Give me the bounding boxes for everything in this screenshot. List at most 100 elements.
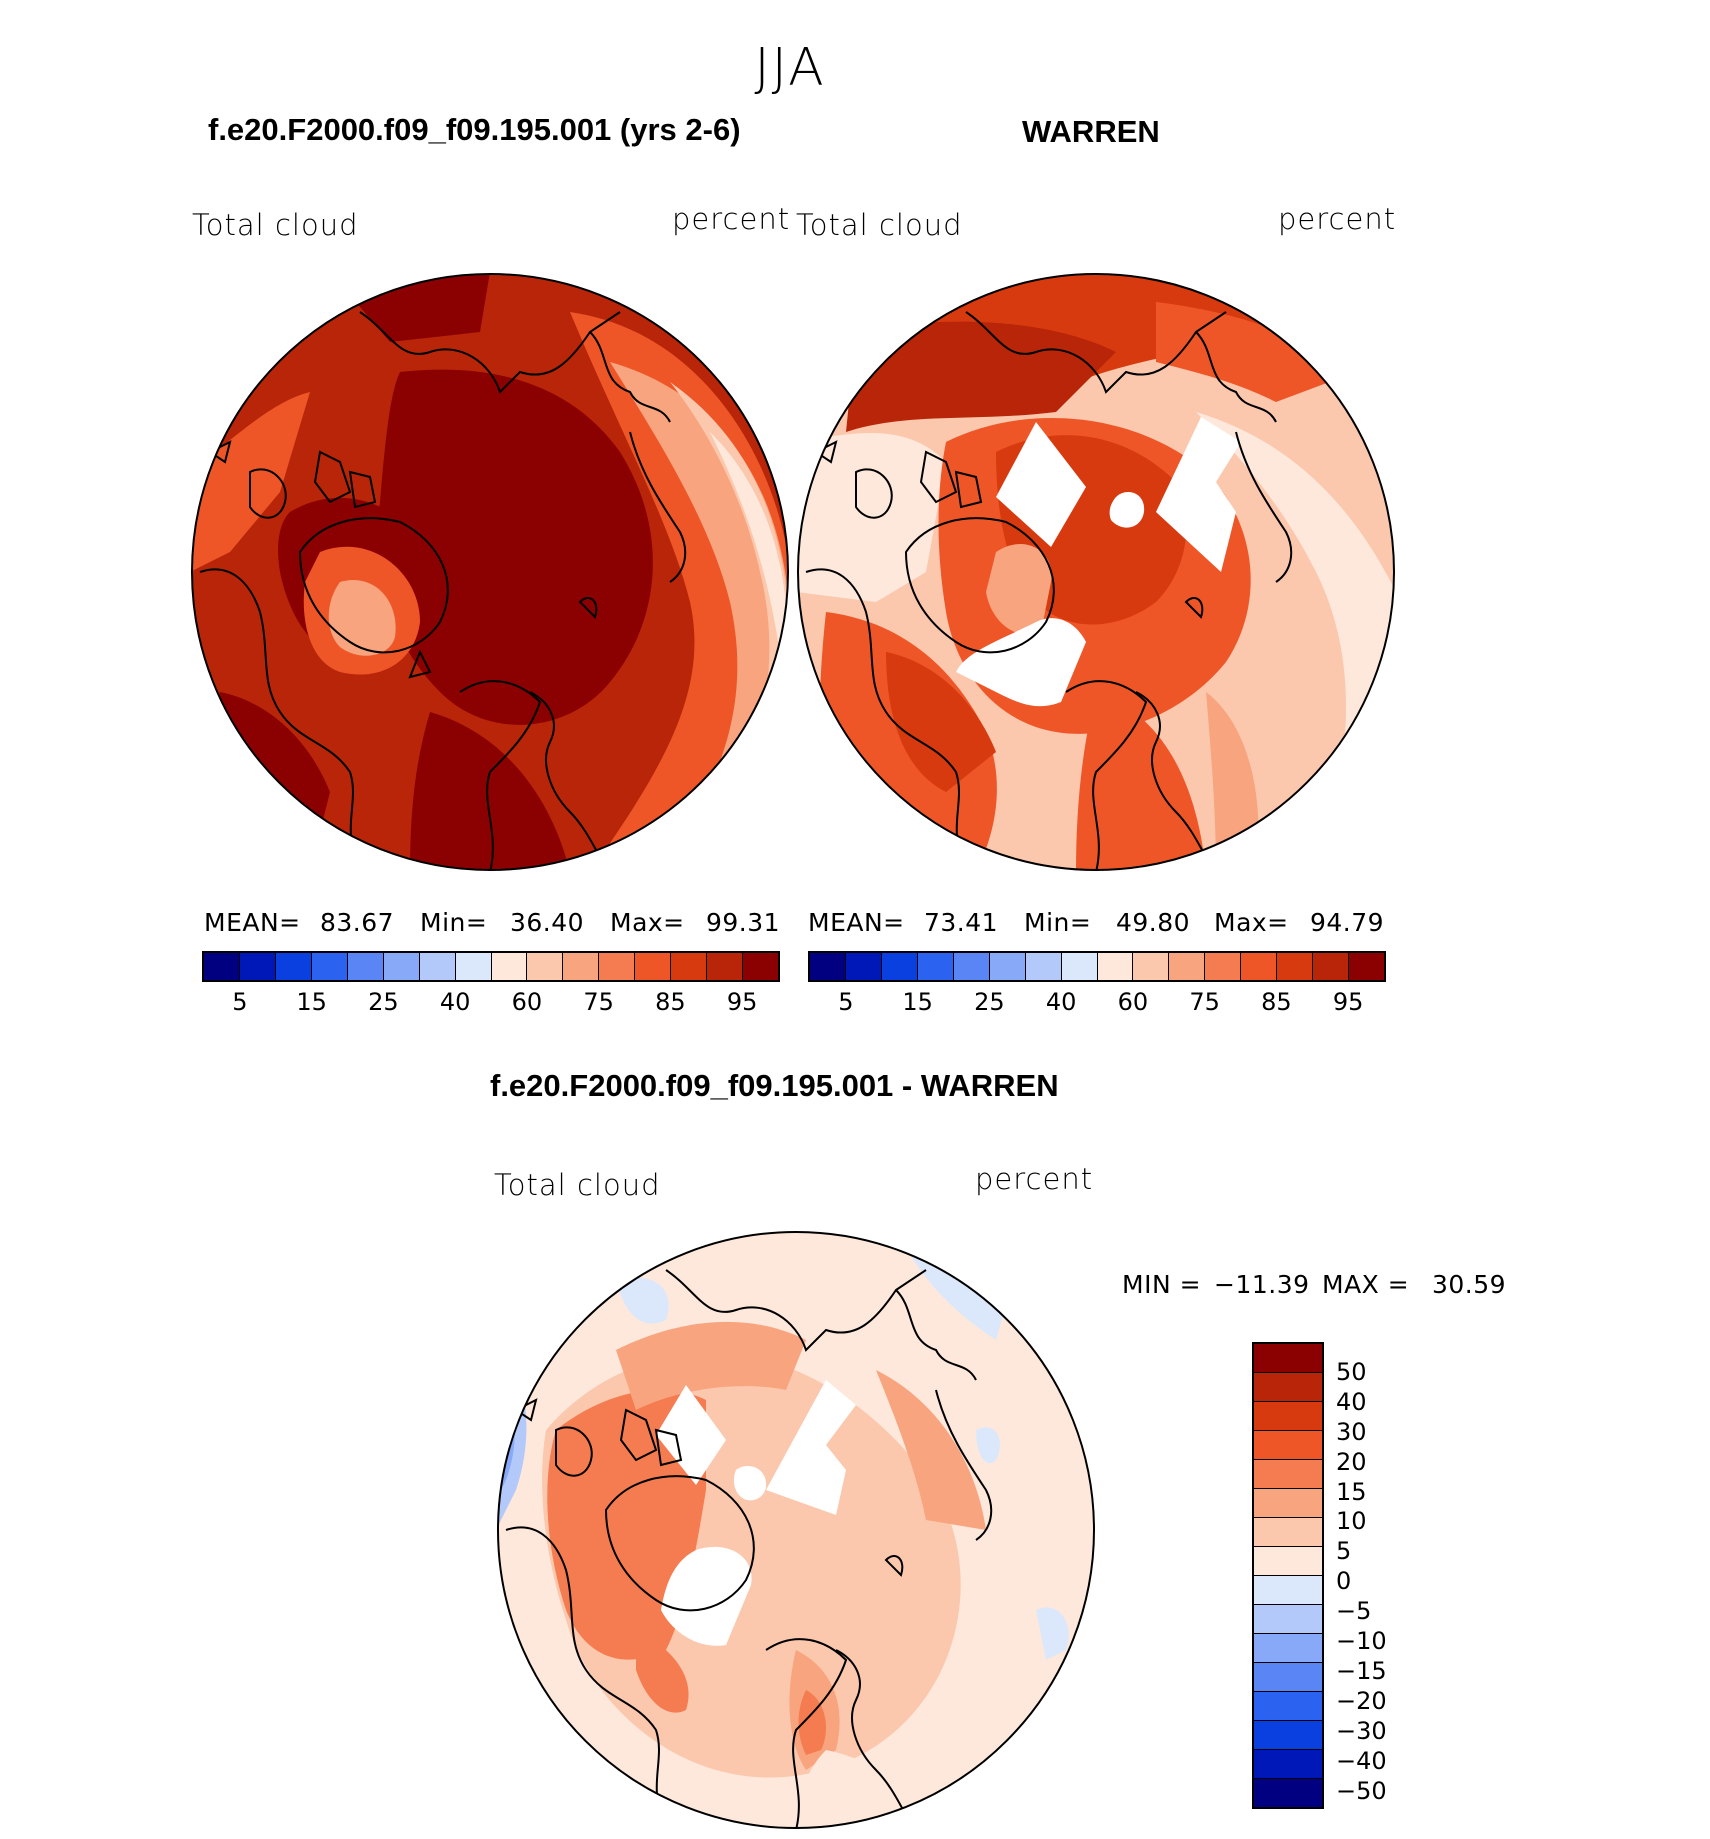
colorbar-tick-label: 95 bbox=[1332, 988, 1364, 1016]
diff-max-value: 30.59 bbox=[1432, 1270, 1507, 1299]
left-max-value: 99.31 bbox=[706, 908, 781, 937]
right-colorbar bbox=[808, 951, 1386, 982]
right-polar-map bbox=[797, 273, 1395, 871]
colorbar-cell bbox=[1061, 953, 1098, 980]
colorbar-cell bbox=[1254, 1489, 1322, 1518]
colorbar-cell bbox=[1254, 1634, 1322, 1663]
colorbar-tick-label: −30 bbox=[1336, 1716, 1387, 1745]
colorbar-cell bbox=[1254, 1373, 1322, 1402]
colorbar-cell bbox=[917, 953, 954, 980]
colorbar-cell bbox=[204, 953, 240, 980]
colorbar-cell bbox=[1205, 953, 1242, 980]
left-mean-value: 83.67 bbox=[320, 908, 395, 937]
colorbar-tick-label: 5 bbox=[232, 988, 248, 1016]
left-case-title: f.e20.F2000.f09_f09.195.001 (yrs 2-6) bbox=[208, 112, 741, 147]
colorbar-cell bbox=[347, 953, 384, 980]
left-min-value: 36.40 bbox=[510, 908, 585, 937]
right-min-label: Min= bbox=[1024, 908, 1092, 937]
diff-min-label: MIN = bbox=[1122, 1270, 1202, 1299]
colorbar-tick-label: 40 bbox=[439, 988, 471, 1016]
diff-variable-label: Total cloud bbox=[494, 1168, 661, 1202]
colorbar-cell bbox=[743, 953, 778, 980]
colorbar-cell bbox=[1254, 1402, 1322, 1431]
colorbar-cell bbox=[1241, 953, 1278, 980]
left-colorbar bbox=[202, 951, 780, 982]
colorbar-cell bbox=[1254, 1576, 1322, 1605]
colorbar-tick-label: 5 bbox=[838, 988, 854, 1016]
colorbar-tick-label: 20 bbox=[1336, 1447, 1367, 1476]
right-case-title: WARREN bbox=[1022, 114, 1160, 149]
colorbar-cell bbox=[810, 953, 846, 980]
colorbar-cell bbox=[953, 953, 990, 980]
diff-case-title: f.e20.F2000.f09_f09.195.001 - WARREN bbox=[490, 1068, 1059, 1103]
diff-min-value: −11.39 bbox=[1214, 1270, 1310, 1299]
colorbar-cell bbox=[455, 953, 492, 980]
colorbar-cell bbox=[239, 953, 276, 980]
colorbar-tick-label: 10 bbox=[1336, 1507, 1367, 1536]
colorbar-cell bbox=[1254, 1431, 1322, 1460]
colorbar-cell bbox=[845, 953, 882, 980]
colorbar-tick-label: 25 bbox=[974, 988, 1005, 1016]
colorbar-tick-label: 50 bbox=[1336, 1357, 1367, 1386]
colorbar-tick-label: −20 bbox=[1336, 1686, 1387, 1715]
colorbar-cell bbox=[1133, 953, 1170, 980]
colorbar-cell bbox=[1254, 1344, 1322, 1373]
right-min-value: 49.80 bbox=[1116, 908, 1191, 937]
colorbar-cell bbox=[1169, 953, 1206, 980]
colorbar-cell bbox=[1097, 953, 1134, 980]
colorbar-tick-label: −5 bbox=[1336, 1597, 1372, 1626]
colorbar-cell bbox=[275, 953, 312, 980]
colorbar-tick-label: 5 bbox=[1336, 1537, 1352, 1566]
season-title: JJA bbox=[754, 38, 826, 98]
colorbar-tick-label: 15 bbox=[1336, 1477, 1367, 1506]
colorbar-cell bbox=[1254, 1663, 1322, 1692]
colorbar-cell bbox=[881, 953, 918, 980]
colorbar-tick-label: 95 bbox=[726, 988, 758, 1016]
colorbar-cell bbox=[1254, 1692, 1322, 1721]
left-max-label: Max= bbox=[610, 908, 685, 937]
colorbar-tick-label: 85 bbox=[1261, 988, 1292, 1016]
colorbar-tick-label: −40 bbox=[1336, 1746, 1387, 1775]
diff-colorbar bbox=[1252, 1342, 1324, 1809]
colorbar-tick-label: 30 bbox=[1336, 1417, 1367, 1446]
colorbar-tick-label: 75 bbox=[583, 988, 614, 1016]
right-mean-label: MEAN= bbox=[808, 908, 905, 937]
colorbar-tick-label: 60 bbox=[1117, 988, 1149, 1016]
left-variable-label: Total cloud bbox=[192, 208, 359, 242]
colorbar-tick-label: −50 bbox=[1336, 1776, 1387, 1805]
colorbar-tick-label: 25 bbox=[368, 988, 399, 1016]
right-max-value: 94.79 bbox=[1310, 908, 1385, 937]
colorbar-tick-label: 60 bbox=[511, 988, 543, 1016]
colorbar-cell bbox=[1254, 1547, 1322, 1576]
right-max-label: Max= bbox=[1214, 908, 1289, 937]
colorbar-cell bbox=[1254, 1779, 1322, 1807]
right-units-label: percent bbox=[1278, 202, 1397, 236]
colorbar-cell bbox=[491, 953, 528, 980]
diff-max-label: MAX = bbox=[1322, 1270, 1410, 1299]
colorbar-tick-label: 40 bbox=[1045, 988, 1077, 1016]
colorbar-cell bbox=[1254, 1605, 1322, 1634]
left-units-label: percent bbox=[672, 202, 791, 236]
diff-units-label: percent bbox=[975, 1162, 1094, 1196]
diff-polar-map bbox=[497, 1231, 1095, 1829]
colorbar-tick-label: 15 bbox=[902, 988, 933, 1016]
colorbar-cell bbox=[635, 953, 672, 980]
colorbar-tick-label: −15 bbox=[1336, 1656, 1387, 1685]
colorbar-cell bbox=[1025, 953, 1062, 980]
colorbar-tick-label: 15 bbox=[296, 988, 327, 1016]
colorbar-tick-label: 75 bbox=[1189, 988, 1220, 1016]
colorbar-cell bbox=[563, 953, 600, 980]
left-mean-label: MEAN= bbox=[204, 908, 301, 937]
left-polar-map bbox=[191, 273, 789, 871]
left-min-label: Min= bbox=[420, 908, 488, 937]
colorbar-cell bbox=[1254, 1721, 1322, 1750]
colorbar-cell bbox=[311, 953, 348, 980]
colorbar-tick-label: 0 bbox=[1336, 1567, 1352, 1596]
colorbar-cell bbox=[707, 953, 744, 980]
colorbar-tick-label: −10 bbox=[1336, 1627, 1387, 1655]
colorbar-tick-label: 85 bbox=[655, 988, 686, 1016]
right-variable-label: Total cloud bbox=[796, 208, 963, 242]
colorbar-cell bbox=[1349, 953, 1384, 980]
colorbar-cell bbox=[599, 953, 636, 980]
colorbar-tick-label: 40 bbox=[1336, 1387, 1367, 1416]
